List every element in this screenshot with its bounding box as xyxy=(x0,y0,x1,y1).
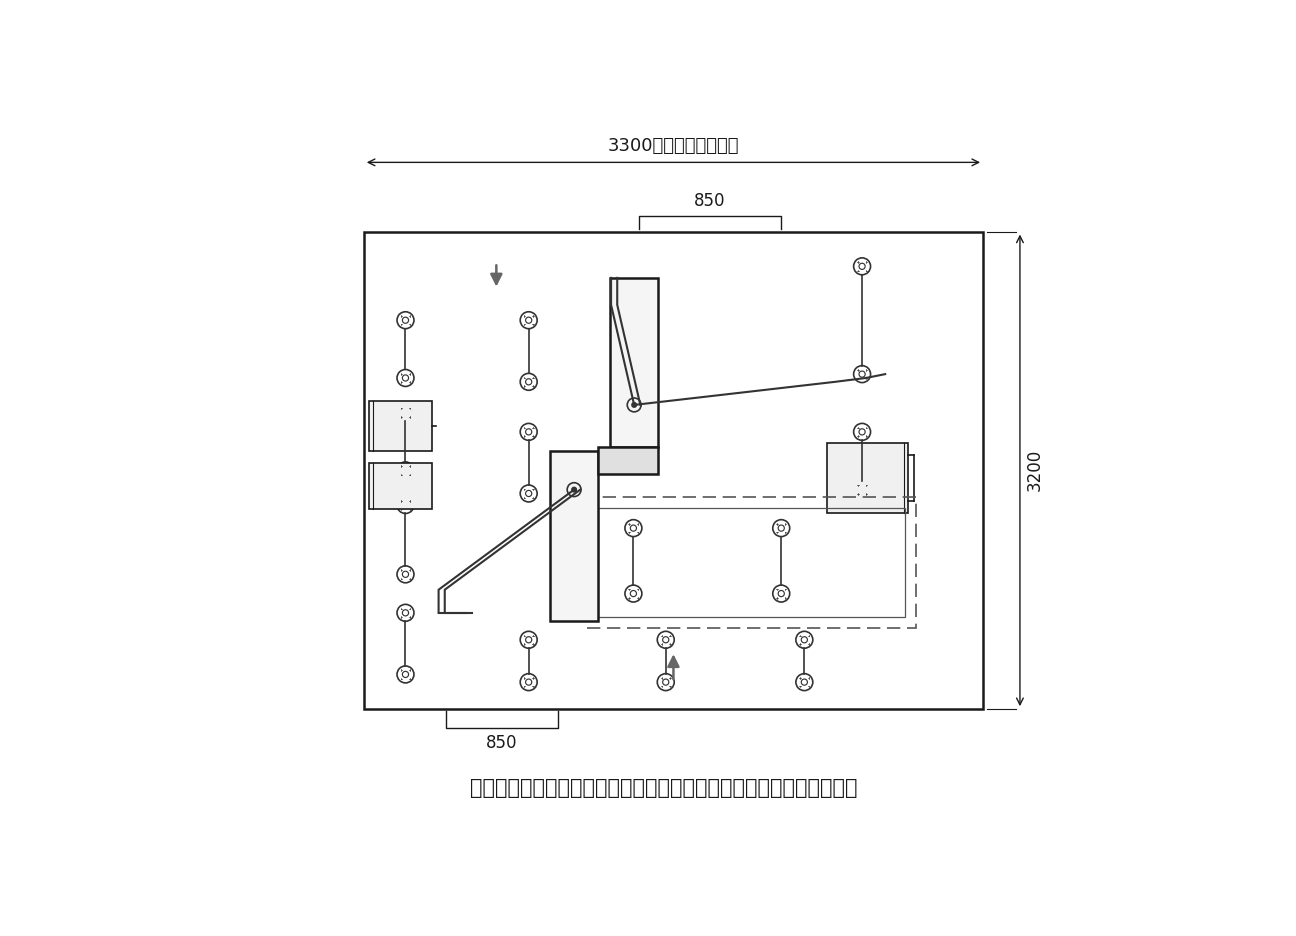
Bar xyxy=(551,451,597,621)
Circle shape xyxy=(632,402,636,407)
Text: 850: 850 xyxy=(486,735,518,753)
Bar xyxy=(587,497,916,628)
Text: 850: 850 xyxy=(695,192,726,210)
Bar xyxy=(827,444,908,513)
Text: 3300（土間コン範囲）: 3300（土間コン範囲） xyxy=(608,137,739,154)
Bar xyxy=(369,401,433,451)
Bar xyxy=(597,447,658,475)
Text: 3200: 3200 xyxy=(1026,449,1045,491)
Bar xyxy=(364,232,982,709)
Circle shape xyxy=(572,488,577,492)
Text: 製品図面データご希望の方は下記お問合せフォームよりご連絡下さい: 製品図面データご希望の方は下記お問合せフォームよりご連絡下さい xyxy=(470,779,858,798)
Bar xyxy=(369,462,433,509)
Bar xyxy=(610,278,658,447)
Bar xyxy=(597,508,905,618)
